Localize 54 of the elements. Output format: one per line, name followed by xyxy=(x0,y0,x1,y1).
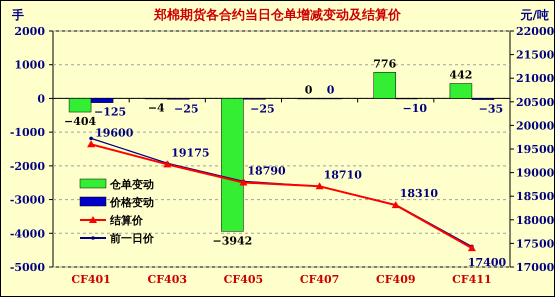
data-label: −4 xyxy=(148,102,166,115)
y-axis-title: 手 xyxy=(11,8,24,22)
y2-tick-label: 21500 xyxy=(516,48,555,62)
point xyxy=(468,244,476,252)
y-tick-label: -1000 xyxy=(10,126,46,140)
y-tick-label: 0 xyxy=(37,92,46,106)
data-label: 19175 xyxy=(171,146,210,160)
data-label: 0 xyxy=(326,83,335,96)
data-label: 17400 xyxy=(468,256,507,270)
y-tick-label: -3000 xyxy=(10,194,46,207)
y2-tick-label: 19000 xyxy=(516,166,555,180)
point xyxy=(163,160,172,168)
data-label: 0 xyxy=(304,83,313,96)
y2-tick-label: 17500 xyxy=(516,237,555,250)
y2-tick-label: 17000 xyxy=(516,261,555,274)
y2-tick-label: 22000 xyxy=(516,25,555,38)
x-tick-label: CF411 xyxy=(452,273,492,286)
data-label: −35 xyxy=(478,102,504,116)
y2-tick-label: 20500 xyxy=(516,96,555,109)
y2-tick-label: 19500 xyxy=(516,143,555,156)
x-tick-label: CF405 xyxy=(224,273,264,286)
legend-label: 价格变动 xyxy=(109,196,154,209)
y2-tick-label: 21000 xyxy=(516,72,555,86)
y-tick-label: 2000 xyxy=(14,25,46,38)
x-tick-label: CF401 xyxy=(71,273,111,286)
point xyxy=(87,140,96,148)
y-tick-label: -2000 xyxy=(10,160,46,173)
x-tick-label: CF409 xyxy=(376,273,416,286)
y2-tick-label: 18500 xyxy=(516,190,555,204)
legend-label: 仓单变动 xyxy=(109,178,154,191)
y-tick-label: -4000 xyxy=(10,227,46,240)
x-tick-label: CF403 xyxy=(147,273,188,286)
data-label: 18310 xyxy=(400,187,438,200)
data-label: 19600 xyxy=(95,126,134,140)
data-label: −3942 xyxy=(212,234,252,248)
y2-tick-label: 18000 xyxy=(516,214,555,227)
legend-label: 前一日价 xyxy=(109,232,155,245)
data-label: −25 xyxy=(250,102,275,116)
point xyxy=(89,136,93,140)
data-label: 18790 xyxy=(247,164,286,178)
point xyxy=(239,178,248,186)
data-label: 442 xyxy=(449,68,472,82)
y2-tick-label: 20000 xyxy=(516,119,555,132)
y2-axis-title: 元/吨 xyxy=(520,8,549,22)
data-label: 18710 xyxy=(324,168,362,182)
data-label: −10 xyxy=(402,102,428,115)
y-tick-label: -5000 xyxy=(10,261,46,274)
point xyxy=(316,182,324,190)
legend-label: 结算价 xyxy=(109,214,144,227)
chart-title: 郑棉期货各合约当日仓单增减变动及结算价 xyxy=(153,7,402,23)
data-label: −25 xyxy=(174,102,199,116)
y-tick-label: 1000 xyxy=(14,58,46,72)
x-tick-label: CF407 xyxy=(300,273,340,286)
data-label: 776 xyxy=(373,57,397,70)
